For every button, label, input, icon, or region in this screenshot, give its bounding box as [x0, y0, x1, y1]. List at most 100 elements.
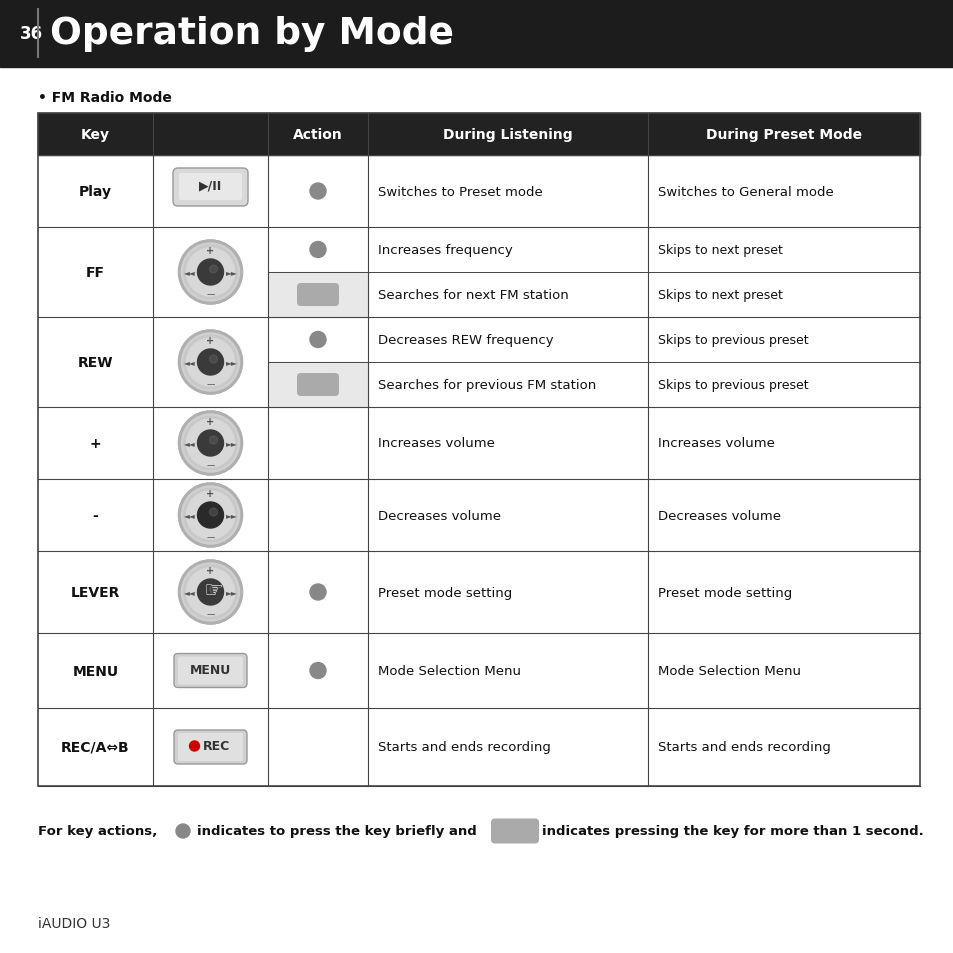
Text: Searches for next FM station: Searches for next FM station [377, 289, 568, 302]
Text: ▶/II: ▶/II [198, 179, 222, 193]
FancyBboxPatch shape [173, 730, 247, 764]
FancyBboxPatch shape [296, 374, 338, 396]
Circle shape [183, 335, 237, 390]
Circle shape [175, 824, 190, 838]
Text: MENU: MENU [190, 663, 231, 677]
Circle shape [178, 241, 242, 305]
Text: —: — [206, 380, 214, 389]
Text: ►►: ►► [226, 358, 237, 367]
Text: Increases volume: Increases volume [658, 437, 774, 450]
Text: —: — [206, 291, 214, 299]
Text: Searches for previous FM station: Searches for previous FM station [377, 378, 596, 392]
Circle shape [181, 244, 239, 302]
Circle shape [186, 492, 234, 539]
Circle shape [210, 585, 217, 594]
Circle shape [197, 350, 223, 375]
Circle shape [178, 483, 242, 547]
Circle shape [197, 260, 223, 286]
FancyBboxPatch shape [179, 173, 242, 201]
FancyBboxPatch shape [172, 169, 248, 207]
Text: Skips to previous preset: Skips to previous preset [658, 378, 808, 392]
Circle shape [197, 502, 223, 529]
Text: indicates pressing the key for more than 1 second.: indicates pressing the key for more than… [541, 824, 923, 838]
Text: +: + [206, 565, 214, 576]
Bar [38, 113, 919, 786]
Text: During Preset Mode: During Preset Mode [705, 128, 862, 142]
Circle shape [183, 565, 237, 619]
Circle shape [178, 483, 242, 547]
Text: Mode Selection Menu: Mode Selection Menu [377, 664, 520, 678]
Bar [38, 113, 919, 156]
Circle shape [210, 355, 217, 364]
Text: Mode Selection Menu: Mode Selection Menu [658, 664, 801, 678]
Text: FF: FF [86, 266, 105, 280]
Text: ►►: ►► [226, 268, 237, 277]
Text: Switches to Preset mode: Switches to Preset mode [377, 185, 542, 198]
Text: For key actions,: For key actions, [38, 824, 157, 838]
Text: indicates to press the key briefly and: indicates to press the key briefly and [196, 824, 476, 838]
Text: -: - [92, 509, 98, 522]
Circle shape [181, 486, 239, 544]
Text: • FM Radio Mode: • FM Radio Mode [38, 91, 172, 105]
Text: Skips to previous preset: Skips to previous preset [658, 334, 808, 347]
Circle shape [310, 242, 326, 258]
Text: ☞: ☞ [203, 580, 223, 600]
Bar [268, 363, 368, 408]
Circle shape [210, 266, 217, 274]
Circle shape [210, 436, 217, 444]
FancyBboxPatch shape [491, 819, 538, 843]
Circle shape [186, 419, 234, 468]
Circle shape [197, 579, 223, 605]
Text: Increases frequency: Increases frequency [377, 244, 512, 256]
Circle shape [181, 334, 239, 392]
Text: +: + [206, 416, 214, 427]
Text: Preset mode setting: Preset mode setting [377, 586, 512, 598]
Text: +: + [206, 489, 214, 498]
Text: ►►: ►► [226, 439, 237, 448]
Text: Operation by Mode: Operation by Mode [50, 16, 454, 52]
Text: MENU: MENU [72, 664, 118, 678]
Text: Preset mode setting: Preset mode setting [658, 586, 791, 598]
Circle shape [186, 568, 234, 617]
Text: Skips to next preset: Skips to next preset [658, 244, 782, 256]
Text: Action: Action [293, 128, 342, 142]
Text: Increases volume: Increases volume [377, 437, 495, 450]
Bar [268, 273, 368, 317]
Text: ►►: ►► [226, 511, 237, 520]
Text: +: + [206, 335, 214, 346]
Circle shape [186, 249, 234, 296]
Text: Decreases REW frequency: Decreases REW frequency [377, 334, 553, 347]
Text: During Listening: During Listening [443, 128, 572, 142]
Circle shape [178, 331, 242, 395]
Text: iAUDIO U3: iAUDIO U3 [38, 916, 111, 930]
Text: LEVER: LEVER [71, 585, 120, 599]
FancyBboxPatch shape [173, 654, 247, 688]
Circle shape [210, 509, 217, 517]
Circle shape [310, 662, 326, 679]
Text: REW: REW [77, 355, 113, 370]
Text: Decreases volume: Decreases volume [377, 509, 500, 522]
Circle shape [178, 560, 242, 624]
Circle shape [181, 563, 239, 621]
Circle shape [178, 331, 242, 395]
Text: Key: Key [81, 128, 110, 142]
Circle shape [183, 565, 237, 619]
Circle shape [181, 415, 239, 473]
Circle shape [310, 584, 326, 600]
Text: Starts and ends recording: Starts and ends recording [377, 740, 550, 754]
Circle shape [310, 333, 326, 348]
Bar [0, 0, 953, 68]
Text: Starts and ends recording: Starts and ends recording [658, 740, 830, 754]
Text: ◄◄: ◄◄ [183, 268, 195, 277]
Circle shape [310, 184, 326, 200]
FancyBboxPatch shape [296, 284, 338, 307]
Circle shape [178, 241, 242, 305]
Circle shape [183, 246, 237, 299]
Text: ◄◄: ◄◄ [183, 511, 195, 520]
Circle shape [178, 560, 242, 624]
Text: Play: Play [79, 185, 112, 199]
Text: +: + [206, 246, 214, 255]
Text: —: — [206, 461, 214, 470]
Circle shape [190, 741, 199, 751]
Text: ◄◄: ◄◄ [183, 588, 195, 597]
